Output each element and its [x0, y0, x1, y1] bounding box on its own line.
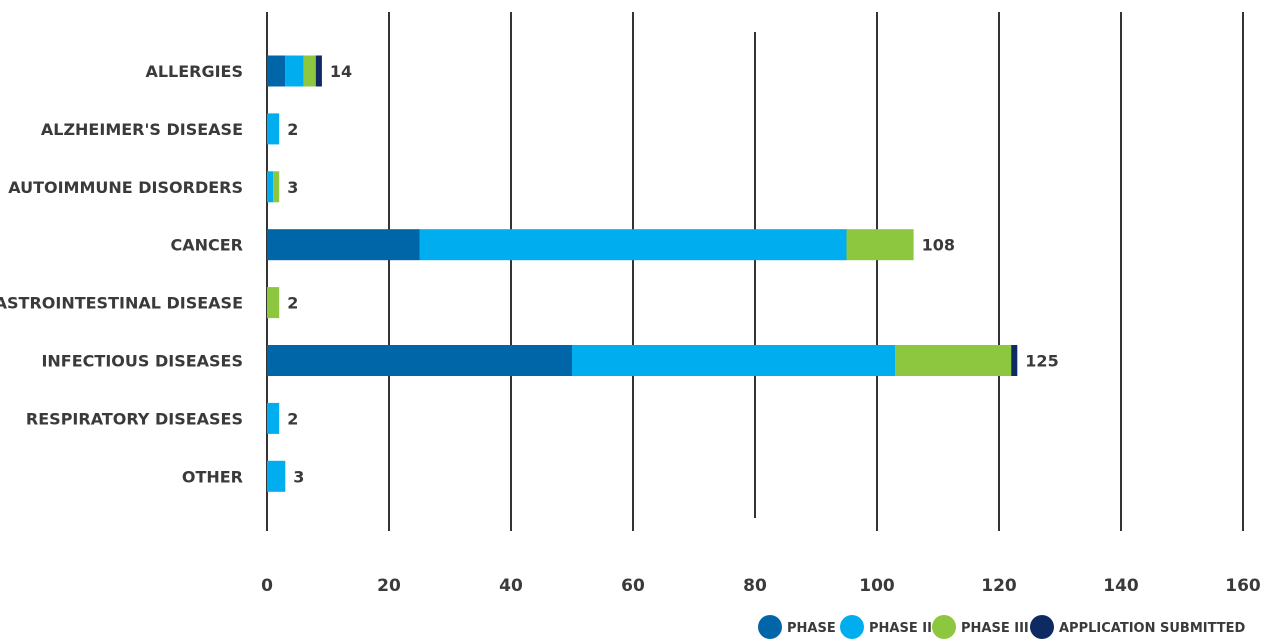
x-tick-label-160: 160 [1225, 576, 1261, 596]
legend-swatch-phase-i [758, 615, 782, 639]
category-label-infectious-diseases: INFECTIOUS DISEASES [41, 352, 243, 371]
total-label-alzheimer-s-disease: 2 [287, 120, 298, 139]
total-label-autoimmune-disorders: 3 [287, 178, 298, 197]
x-tick-label-100: 100 [859, 576, 895, 596]
legend-label-phase-i: PHASE I [787, 621, 845, 636]
category-label-autoimmune-disorders: AUTOIMMUNE DISORDERS [8, 178, 243, 197]
category-label-alzheimer-s-disease: ALZHEIMER'S DISEASE [41, 120, 243, 139]
category-label-gastrointestinal-disease: GASTROINTESTINAL DISEASE [0, 294, 243, 313]
legend-label-application-submitted: APPLICATION SUBMITTED [1059, 621, 1246, 636]
legend-label-phase-iii: PHASE III [961, 621, 1029, 636]
bar-allergies-application-submitted [315, 55, 322, 87]
total-label-cancer: 108 [922, 236, 955, 255]
bar-cancer-phase-ii [419, 229, 847, 261]
legend-label-phase-ii: PHASE II [869, 621, 932, 636]
category-label-cancer: CANCER [170, 236, 243, 255]
bar-alzheimer-s-disease-phase-ii [267, 113, 280, 145]
legend: PHASE I PHASE II PHASE III APPLICATION SUBM… [758, 615, 1246, 639]
category-label-allergies: ALLERGIES [145, 62, 243, 81]
category-label-respiratory-diseases: RESPIRATORY DISEASES [26, 409, 243, 428]
x-tick-label-40: 40 [499, 576, 523, 596]
x-axis-tick-labels: 0 20 40 60 80 100 120 140 160 [261, 576, 1261, 596]
x-tick-label-20: 20 [377, 576, 401, 596]
bar-gastrointestinal-disease-phase-iii [267, 287, 280, 319]
legend-swatch-phase-ii [840, 615, 864, 639]
bar-infectious-diseases-phase-ii [572, 345, 896, 376]
bars [267, 55, 1018, 492]
bar-allergies-phase-iii [303, 55, 316, 87]
category-labels: ALLERGIES ALZHEIMER'S DISEASE AUTOIMMUNE D… [0, 62, 243, 486]
bar-allergies-phase-ii [285, 55, 304, 87]
total-label-infectious-diseases: 125 [1025, 352, 1058, 371]
bar-autoimmune-disorders-phase-iii [273, 171, 280, 203]
category-label-other: OTHER [182, 467, 243, 486]
grid-lines [266, 12, 1244, 531]
x-tick-label-80: 80 [743, 576, 767, 596]
total-label-gastrointestinal-disease: 2 [287, 294, 298, 313]
bar-allergies-phase-i [267, 55, 286, 87]
total-label-respiratory-diseases: 2 [287, 409, 298, 428]
bar-other-phase-ii [267, 460, 286, 492]
total-label-other: 3 [293, 467, 304, 486]
bar-infectious-diseases-application-submitted [1011, 345, 1018, 376]
bar-autoimmune-disorders-phase-ii [267, 171, 274, 203]
legend-swatch-phase-iii [932, 615, 956, 639]
total-label-allergies: 14 [330, 62, 352, 81]
bar-infectious-diseases-phase-iii [895, 345, 1012, 376]
x-tick-label-120: 120 [981, 576, 1017, 596]
bar-cancer-phase-i [267, 229, 420, 261]
x-tick-label-0: 0 [261, 576, 273, 596]
x-tick-label-140: 140 [1103, 576, 1139, 596]
legend-swatch-application-submitted [1030, 615, 1054, 639]
bar-cancer-phase-iii [846, 229, 914, 261]
bar-infectious-diseases-phase-i [267, 345, 572, 376]
total-labels: 14 2 3 108 2 125 2 3 [287, 62, 1059, 486]
bar-respiratory-diseases-phase-ii [267, 402, 280, 434]
x-tick-label-60: 60 [621, 576, 645, 596]
